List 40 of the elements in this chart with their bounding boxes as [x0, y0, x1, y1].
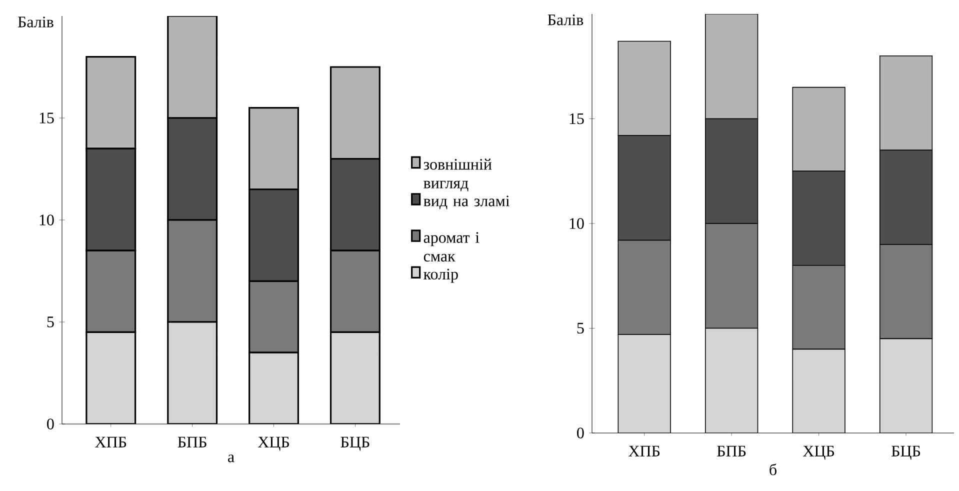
legend-label: зовнішній вигляд [424, 158, 492, 192]
y-tick-label: 0 [577, 428, 584, 438]
bar [879, 338, 933, 433]
bar [248, 352, 299, 424]
legend-label: вид на зламі [424, 196, 510, 210]
legend-label: аромат і смак [424, 232, 480, 262]
x-tick-label: БПБ [178, 436, 206, 448]
x-axis-title: а [228, 454, 234, 462]
bar [705, 328, 758, 433]
bar [792, 86, 846, 172]
y-tick-label: 5 [577, 322, 584, 334]
y-axis-title: Балів [548, 14, 584, 26]
y-tick-label: 5 [47, 316, 54, 328]
x-tick-label: ХПБ [628, 446, 660, 456]
bar [330, 331, 380, 424]
legend-label: колір [424, 268, 458, 283]
bar [879, 55, 933, 151]
bar [705, 14, 758, 120]
y-tick-label: 15 [40, 112, 54, 124]
y-tick-label: 10 [570, 218, 584, 229]
bar [167, 16, 218, 119]
y-axis-title: Балів [18, 16, 54, 28]
bar [792, 348, 846, 433]
y-tick-label: 10 [40, 214, 54, 226]
x-axis-title: б [770, 464, 776, 476]
bar [248, 106, 299, 190]
bar [86, 331, 136, 424]
x-tick-label: ХПБ [95, 436, 126, 448]
bar [618, 40, 671, 136]
y-tick-label: 15 [570, 113, 584, 124]
bar [167, 321, 218, 424]
bar [330, 66, 380, 160]
bar [86, 56, 136, 150]
x-tick-label: БЦБ [892, 446, 920, 460]
x-tick-label: БПБ [717, 446, 746, 456]
y-tick-label: 0 [47, 418, 54, 430]
bar [618, 334, 671, 433]
x-tick-label: ХЦБ [258, 436, 289, 451]
x-tick-label: БЦБ [340, 436, 370, 451]
x-tick-label: ХЦБ [803, 446, 834, 460]
